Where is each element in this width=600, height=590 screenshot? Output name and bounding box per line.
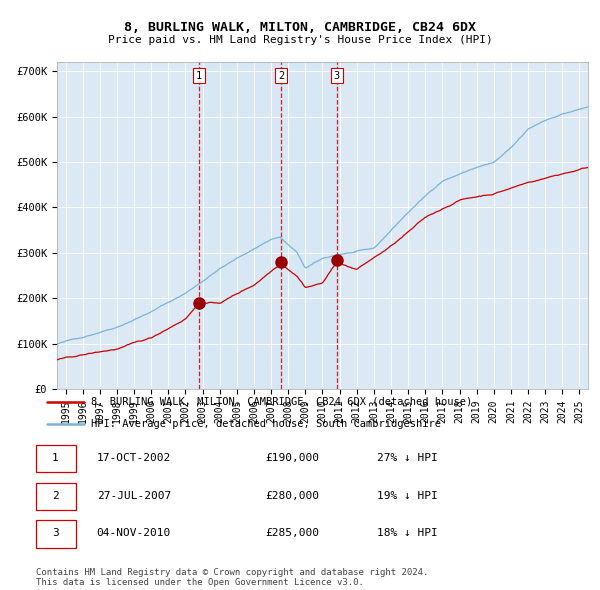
Text: 2: 2 (278, 71, 284, 81)
Text: HPI: Average price, detached house, South Cambridgeshire: HPI: Average price, detached house, Sout… (91, 419, 442, 430)
Text: 04-NOV-2010: 04-NOV-2010 (97, 529, 171, 538)
Text: Contains HM Land Registry data © Crown copyright and database right 2024.
This d: Contains HM Land Registry data © Crown c… (36, 568, 428, 587)
Text: 27% ↓ HPI: 27% ↓ HPI (377, 453, 437, 463)
FancyBboxPatch shape (36, 483, 76, 510)
FancyBboxPatch shape (36, 520, 76, 548)
FancyBboxPatch shape (36, 445, 76, 472)
Text: 19% ↓ HPI: 19% ↓ HPI (377, 491, 437, 500)
Text: 2: 2 (52, 491, 59, 500)
Bar (199, 62, 337, 389)
Text: 3: 3 (334, 71, 340, 81)
Text: Price paid vs. HM Land Registry's House Price Index (HPI): Price paid vs. HM Land Registry's House … (107, 35, 493, 45)
Text: £285,000: £285,000 (266, 529, 320, 538)
Text: 17-OCT-2002: 17-OCT-2002 (97, 453, 171, 463)
Text: £280,000: £280,000 (266, 491, 320, 500)
Text: 27-JUL-2007: 27-JUL-2007 (97, 491, 171, 500)
Text: 1: 1 (196, 71, 202, 81)
Text: 8, BURLING WALK, MILTON, CAMBRIDGE, CB24 6DX: 8, BURLING WALK, MILTON, CAMBRIDGE, CB24… (124, 21, 476, 34)
Text: 3: 3 (52, 529, 59, 538)
Text: 8, BURLING WALK, MILTON, CAMBRIDGE, CB24 6DX (detached house): 8, BURLING WALK, MILTON, CAMBRIDGE, CB24… (91, 397, 473, 407)
Text: 1: 1 (52, 453, 59, 463)
Text: £190,000: £190,000 (266, 453, 320, 463)
Text: 18% ↓ HPI: 18% ↓ HPI (377, 529, 437, 538)
